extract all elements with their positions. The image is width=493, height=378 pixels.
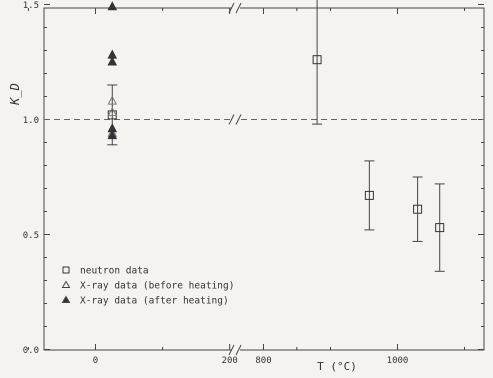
y-tick-label: 0.0 (23, 346, 39, 356)
y-tick-label: 1.5 (23, 1, 39, 11)
bottom-axis-break-stroke (235, 344, 242, 356)
legend: neutron data X-ray data (before heating) X… (61, 266, 234, 307)
reference-line-break-stroke (228, 114, 235, 125)
reference-line (44, 114, 484, 125)
x-tick-label: 200 (222, 356, 238, 366)
x-tick-label: 1000 (387, 356, 409, 366)
legend-marker (62, 266, 70, 274)
legend-marker (61, 280, 71, 288)
data-point-square (435, 223, 445, 233)
legend-marker (61, 295, 71, 303)
reference-line-break-stroke (235, 114, 242, 125)
data-point-filled-triangle (107, 130, 118, 140)
x-axis-label: T (°C) (317, 360, 357, 373)
x-tick-label: 800 (255, 356, 271, 366)
axis-labels: K_D T (°C) (8, 83, 357, 373)
data-marks (107, 0, 445, 272)
legend-label: X-ray data (after heating) (80, 296, 229, 307)
top-axis-break-gap (231, 3, 240, 13)
data-point-open-triangle (107, 95, 118, 105)
bottom-axis-break-stroke (228, 344, 235, 356)
data-point-square (312, 55, 322, 65)
x-tick-label: 0 (93, 356, 98, 366)
axis-ticks: 0.00.51.01.5020080010001200 (23, 1, 484, 366)
y-tick-label: 0.5 (23, 231, 39, 241)
legend-label: neutron data (80, 266, 149, 277)
legend-label: X-ray data (before heating) (80, 281, 234, 292)
bottom-axis-break-gap (231, 345, 240, 355)
data-point-filled-triangle (107, 56, 118, 66)
data-point-filled-triangle (107, 1, 118, 11)
data-point-square (413, 204, 423, 214)
data-point-open-triangle (107, 107, 118, 117)
data-point-square (364, 190, 374, 200)
top-axis-break-stroke (235, 2, 242, 14)
y-tick-label: 1.0 (23, 116, 39, 126)
y-axis-label: K_D (8, 83, 22, 106)
